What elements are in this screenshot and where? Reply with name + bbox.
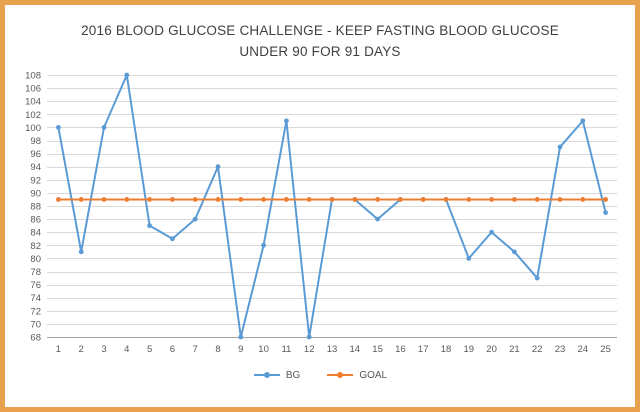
- svg-text:24: 24: [578, 344, 589, 355]
- svg-text:88: 88: [30, 201, 41, 212]
- svg-text:11: 11: [281, 344, 291, 355]
- svg-text:12: 12: [304, 344, 315, 355]
- svg-text:80: 80: [30, 254, 41, 265]
- svg-text:19: 19: [464, 344, 475, 355]
- svg-text:21: 21: [509, 344, 520, 355]
- svg-text:13: 13: [327, 344, 338, 355]
- legend: BG GOAL: [5, 370, 635, 381]
- svg-text:6: 6: [170, 344, 175, 355]
- svg-text:1: 1: [56, 344, 61, 355]
- svg-text:76: 76: [30, 280, 41, 291]
- svg-text:14: 14: [350, 344, 361, 355]
- svg-text:68: 68: [30, 332, 41, 343]
- svg-text:10: 10: [258, 344, 269, 355]
- plot-area: 68 70 72 74 76 78 80 82 84 86 88 90 92 94 96 98 100 102 10…: [11, 67, 631, 368]
- chart-title-line-2: UNDER 90 FOR 91 DAYS: [239, 43, 401, 59]
- svg-text:78: 78: [30, 267, 41, 278]
- svg-text:104: 104: [25, 97, 41, 108]
- svg-text:100: 100: [25, 123, 41, 134]
- svg-text:22: 22: [532, 344, 543, 355]
- svg-text:94: 94: [30, 162, 41, 173]
- svg-text:70: 70: [30, 319, 41, 330]
- svg-text:92: 92: [30, 175, 41, 186]
- svg-text:72: 72: [30, 306, 41, 317]
- svg-text:18: 18: [441, 344, 452, 355]
- line-chart: 6870727476788082848688909294969810010210…: [25, 70, 617, 355]
- svg-text:82: 82: [30, 241, 41, 252]
- svg-text:106: 106: [25, 83, 41, 94]
- svg-text:108: 108: [25, 70, 41, 81]
- svg-text:84: 84: [30, 228, 41, 239]
- svg-text:4: 4: [124, 344, 129, 355]
- chart-title: 2016 BLOOD GLUCOSE CHALLENGE - KEEP FAST…: [5, 21, 635, 63]
- chart-title-line-1: 2016 BLOOD GLUCOSE CHALLENGE - KEEP FAST…: [81, 23, 559, 38]
- svg-text:20: 20: [486, 344, 497, 355]
- legend-label-goal: GOAL: [359, 369, 388, 381]
- svg-text:86: 86: [30, 214, 41, 225]
- svg-text:9: 9: [238, 344, 243, 355]
- svg-text:15: 15: [372, 344, 383, 355]
- svg-text:5: 5: [147, 344, 152, 355]
- svg-text:25: 25: [600, 344, 611, 355]
- legend-item-goal: GOAL: [326, 370, 387, 381]
- goal-series-swatch: [327, 372, 354, 379]
- svg-text:102: 102: [25, 110, 41, 121]
- svg-text:8: 8: [215, 344, 220, 355]
- svg-text:2: 2: [79, 344, 84, 355]
- svg-text:98: 98: [30, 136, 41, 147]
- svg-text:17: 17: [418, 344, 429, 355]
- svg-text:23: 23: [555, 344, 566, 355]
- svg-text:16: 16: [395, 344, 406, 355]
- svg-text:90: 90: [30, 188, 41, 199]
- svg-text:3: 3: [101, 344, 106, 355]
- legend-label-bg: BG: [285, 369, 301, 381]
- bg-series-swatch: [253, 372, 280, 379]
- svg-text:7: 7: [193, 344, 198, 355]
- svg-text:74: 74: [30, 293, 41, 304]
- svg-text:96: 96: [30, 149, 41, 160]
- legend-item-bg: BG: [253, 370, 300, 381]
